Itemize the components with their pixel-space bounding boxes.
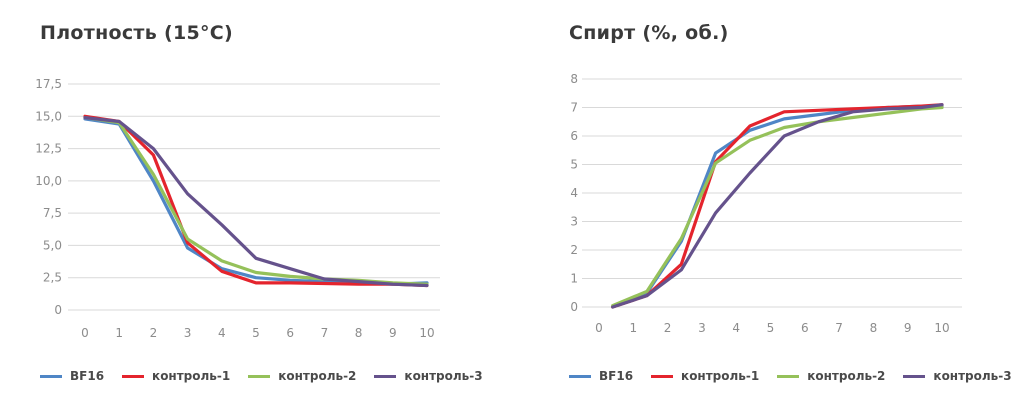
alcohol-y-tick-label: 1 [570,272,578,286]
alcohol-x-tick-label: 9 [904,321,912,335]
alcohol-x-tick-label: 0 [595,321,603,335]
legend-item-control-3: контроль-3 [374,369,483,383]
density-series-control-1 [83,114,429,288]
density-chart-panel: Плотность (15°C) 0 2,5 5,0 7,5 10,0 12,5 15,0 1… [35,22,483,383]
legend-label-control-2: контроль-2 [807,369,886,383]
alcohol-chart-legend: BF16 контроль-1 контроль-2 контроль-3 [569,369,1012,383]
density-y-tick-label: 0 [54,303,62,317]
alcohol-x-tick-label: 4 [732,321,740,335]
alcohol-y-tick-label: 8 [570,72,578,86]
legend-swatch-control-3 [374,374,397,378]
density-x-tick-label: 1 [115,326,123,340]
legend-item-bf16: BF16 [569,369,633,383]
density-y-tick-label: 15,0 [35,109,62,123]
density-x-tick-label: 7 [321,326,329,340]
alcohol-x-tick-label: 7 [835,321,843,335]
density-x-tick-label: 5 [252,326,260,340]
density-x-tick-label: 9 [389,326,397,340]
density-chart-title: Плотность (15°C) [40,22,234,44]
legend-swatch-bf16 [569,374,591,378]
alcohol-chart-title: Спирт (%, об.) [569,22,729,44]
legend-item-bf16: BF16 [40,369,104,383]
alcohol-x-tick-label: 2 [664,321,672,335]
alcohol-series-control-2 [611,105,944,308]
density-x-tick-label: 2 [150,326,158,340]
alcohol-x-tick-label: 8 [870,321,878,335]
alcohol-y-tick-label: 6 [570,129,578,143]
density-x-tick-label: 6 [286,326,294,340]
alcohol-x-tick-label: 1 [629,321,637,335]
legend-item-control-2: контроль-2 [777,369,885,383]
alcohol-chart-panel: Спирт (%, об.) 0 1 2 3 4 5 6 7 8 0 1 2 3 4 5 6 7 8 9 10 BF1… [512,0,1024,407]
density-y-tick-label: 7,5 [43,206,62,220]
alcohol-series-control-3 [611,103,944,309]
alcohol-y-tick-label: 3 [570,215,578,229]
alcohol-y-tick-label: 5 [570,158,578,172]
alcohol-series-control-1 [611,103,944,309]
alcohol-x-tick-label: 5 [767,321,775,335]
density-y-tick-label: 17,5 [35,77,62,91]
legend-swatch-control-3 [903,374,926,378]
alcohol-x-tick-label: 3 [698,321,706,335]
density-y-tick-label: 5,0 [43,238,62,252]
alcohol-x-tick-label: 6 [801,321,809,335]
density-x-tick-label: 3 [184,326,192,340]
density-chart-legend: BF16 контроль-1 контроль-2 контроль-3 [40,369,483,383]
legend-swatch-control-2 [248,374,271,378]
legend-item-control-3: контроль-3 [903,369,1012,383]
legend-label-bf16: BF16 [70,369,105,383]
legend-label-control-1: контроль-1 [681,369,760,383]
density-y-tick-label: 12,5 [35,142,62,156]
legend-label-control-3: контроль-3 [933,369,1012,383]
alcohol-y-tick-label: 7 [570,101,578,115]
legend-swatch-control-2 [777,374,800,378]
legend-label-bf16: BF16 [599,369,634,383]
alcohol-y-tick-label: 2 [570,243,578,257]
legend-label-control-2: контроль-2 [278,369,357,383]
legend-swatch-bf16 [40,374,62,378]
alcohol-y-tick-label: 0 [570,300,578,314]
density-y-tick-label: 2,5 [43,271,62,285]
legend-swatch-control-1 [651,374,674,378]
legend-swatch-control-1 [122,374,145,378]
legend-item-control-1: контроль-1 [122,369,230,383]
density-chart-plot: 0 2,5 5,0 7,5 10,0 12,5 15,0 17,5 0 1 2 3 4 5 6 7 8 9 10 [35,77,440,340]
density-series-control-3 [83,115,429,288]
alcohol-x-tick-label: 10 [934,321,949,335]
density-x-tick-label: 10 [419,326,434,340]
legend-item-control-2: контроль-2 [248,369,356,383]
alcohol-y-tick-label: 4 [570,186,578,200]
alcohol-chart-plot: 0 1 2 3 4 5 6 7 8 0 1 2 3 4 5 6 7 8 9 10 [570,72,962,335]
legend-label-control-3: контроль-3 [404,369,483,383]
density-y-tick-label: 10,0 [35,174,62,188]
legend-label-control-1: контроль-1 [152,369,231,383]
density-x-tick-label: 4 [218,326,226,340]
density-x-tick-label: 0 [81,326,89,340]
legend-item-control-1: контроль-1 [651,369,759,383]
density-x-tick-label: 8 [355,326,363,340]
